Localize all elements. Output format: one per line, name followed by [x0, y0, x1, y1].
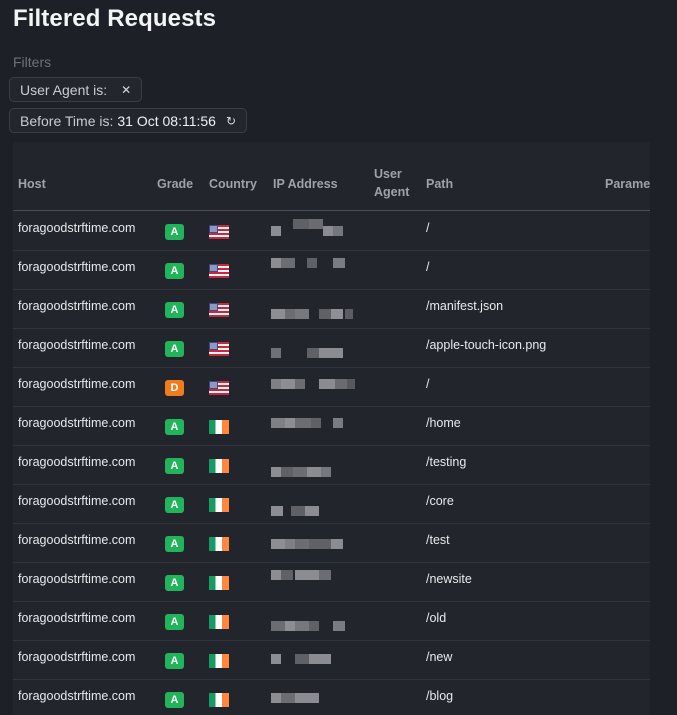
- host-cell: foragoodstrftime.com: [18, 650, 136, 664]
- path-cell: /: [426, 377, 430, 391]
- filter-chip-user-agent[interactable]: User Agent is: ✕: [9, 77, 143, 102]
- ip-address-redacted: [271, 609, 366, 637]
- table-row[interactable]: foragoodstrftime.com A/testing: [13, 445, 650, 485]
- filter-chip-label: User Agent is:: [20, 81, 108, 98]
- path-cell: /: [426, 260, 430, 274]
- us-flag-icon: [209, 264, 229, 278]
- ip-address-redacted: [271, 492, 366, 520]
- ip-address-redacted: [271, 219, 366, 247]
- host-cell: foragoodstrftime.com: [18, 377, 136, 391]
- path-cell: /core: [426, 494, 454, 508]
- grade-badge: A: [165, 419, 184, 435]
- ip-address-redacted: [271, 648, 366, 676]
- ie-flag-icon: [209, 576, 229, 590]
- ie-flag-icon: [209, 459, 229, 473]
- grade-badge: A: [165, 458, 184, 474]
- table-row[interactable]: foragoodstrftime.com A/home: [13, 406, 650, 446]
- host-cell: foragoodstrftime.com: [18, 221, 136, 235]
- ip-address-redacted: [271, 414, 366, 442]
- grade-badge: A: [165, 263, 184, 279]
- grade-badge: A: [165, 224, 184, 240]
- grade-badge: A: [165, 692, 184, 708]
- ie-flag-icon: [209, 654, 229, 668]
- path-cell: /new: [426, 650, 453, 664]
- ip-address-redacted: [271, 531, 366, 559]
- host-cell: foragoodstrftime.com: [18, 572, 136, 586]
- host-cell: foragoodstrftime.com: [18, 338, 136, 352]
- grade-badge: A: [165, 536, 184, 552]
- grade-badge: A: [165, 341, 184, 357]
- grade-badge: A: [165, 302, 184, 318]
- host-cell: foragoodstrftime.com: [18, 533, 136, 547]
- grade-badge: A: [165, 614, 184, 630]
- host-cell: foragoodstrftime.com: [18, 689, 136, 703]
- ie-flag-icon: [209, 498, 229, 512]
- ip-address-redacted: [271, 570, 366, 598]
- table-row[interactable]: foragoodstrftime.com A/new: [13, 640, 650, 680]
- path-cell: /newsite: [426, 572, 472, 586]
- page-title: Filtered Requests: [13, 5, 217, 32]
- table-row[interactable]: foragoodstrftime.com A/blog: [13, 679, 650, 715]
- column-header-user-agent-line1: User: [374, 167, 402, 181]
- path-cell: /: [426, 221, 430, 235]
- ie-flag-icon: [209, 693, 229, 707]
- host-cell: foragoodstrftime.com: [18, 611, 136, 625]
- column-header-user-agent[interactable]: User Agent: [374, 166, 409, 201]
- ie-flag-icon: [209, 537, 229, 551]
- column-header-host[interactable]: Host: [18, 177, 46, 191]
- host-cell: foragoodstrftime.com: [18, 299, 136, 313]
- column-header-path[interactable]: Path: [426, 177, 454, 191]
- ie-flag-icon: [209, 420, 229, 434]
- path-cell: /apple-touch-icon.png: [426, 338, 547, 352]
- path-cell: /testing: [426, 455, 467, 469]
- column-header-ip-address[interactable]: IP Address: [273, 177, 338, 191]
- close-icon[interactable]: ✕: [121, 82, 132, 97]
- column-header-grade[interactable]: Grade: [157, 177, 194, 191]
- filter-chip-value: 31 Oct 08:11:56: [117, 112, 216, 129]
- grade-badge: A: [165, 497, 184, 513]
- ie-flag-icon: [209, 615, 229, 629]
- refresh-icon[interactable]: ↻: [225, 113, 237, 128]
- table-row[interactable]: foragoodstrftime.com A/newsite: [13, 562, 650, 602]
- path-cell: /manifest.json: [426, 299, 504, 313]
- path-cell: /old: [426, 611, 447, 625]
- ip-address-redacted: [271, 687, 366, 715]
- filter-chip-label: Before Time is:: [20, 112, 114, 129]
- grade-badge: D: [165, 380, 184, 396]
- host-cell: foragoodstrftime.com: [18, 260, 136, 274]
- us-flag-icon: [209, 381, 229, 395]
- grade-badge: A: [165, 575, 184, 591]
- table-row[interactable]: foragoodstrftime.com A/apple-touch-icon.p…: [13, 328, 650, 368]
- table-header: Host Grade Country IP Address User Agent…: [13, 142, 650, 211]
- filter-chip-before-time[interactable]: Before Time is: 31 Oct 08:11:56 ↻: [9, 108, 248, 133]
- table-row[interactable]: foragoodstrftime.com D /: [13, 367, 650, 407]
- path-cell: /blog: [426, 689, 454, 703]
- table-row[interactable]: foragoodstrftime.com A /: [13, 250, 650, 290]
- host-cell: foragoodstrftime.com: [18, 455, 136, 469]
- table-row[interactable]: foragoodstrftime.com A/core: [13, 484, 650, 524]
- table-row[interactable]: foragoodstrftime.com A /: [13, 211, 650, 251]
- column-header-country[interactable]: Country: [209, 177, 257, 191]
- table-row[interactable]: foragoodstrftime.com A/test: [13, 523, 650, 563]
- us-flag-icon: [209, 342, 229, 356]
- table-row[interactable]: foragoodstrftime.com A/manifest.json: [13, 289, 650, 329]
- ip-address-redacted: [271, 336, 366, 364]
- ip-address-redacted: [271, 297, 366, 325]
- us-flag-icon: [209, 225, 229, 239]
- grade-badge: A: [165, 653, 184, 669]
- host-cell: foragoodstrftime.com: [18, 494, 136, 508]
- path-cell: /home: [426, 416, 461, 430]
- ip-address-redacted: [271, 258, 366, 286]
- us-flag-icon: [209, 303, 229, 317]
- path-cell: /test: [426, 533, 450, 547]
- ip-address-redacted: [271, 375, 366, 403]
- host-cell: foragoodstrftime.com: [18, 416, 136, 430]
- column-header-user-agent-line2: Agent: [374, 185, 410, 199]
- table-row[interactable]: foragoodstrftime.com A/old: [13, 601, 650, 641]
- ip-address-redacted: [271, 453, 366, 481]
- filters-label: Filters: [13, 54, 52, 70]
- requests-table: Host Grade Country IP Address User Agent…: [13, 142, 650, 715]
- column-header-parameters[interactable]: Parame: [605, 177, 650, 191]
